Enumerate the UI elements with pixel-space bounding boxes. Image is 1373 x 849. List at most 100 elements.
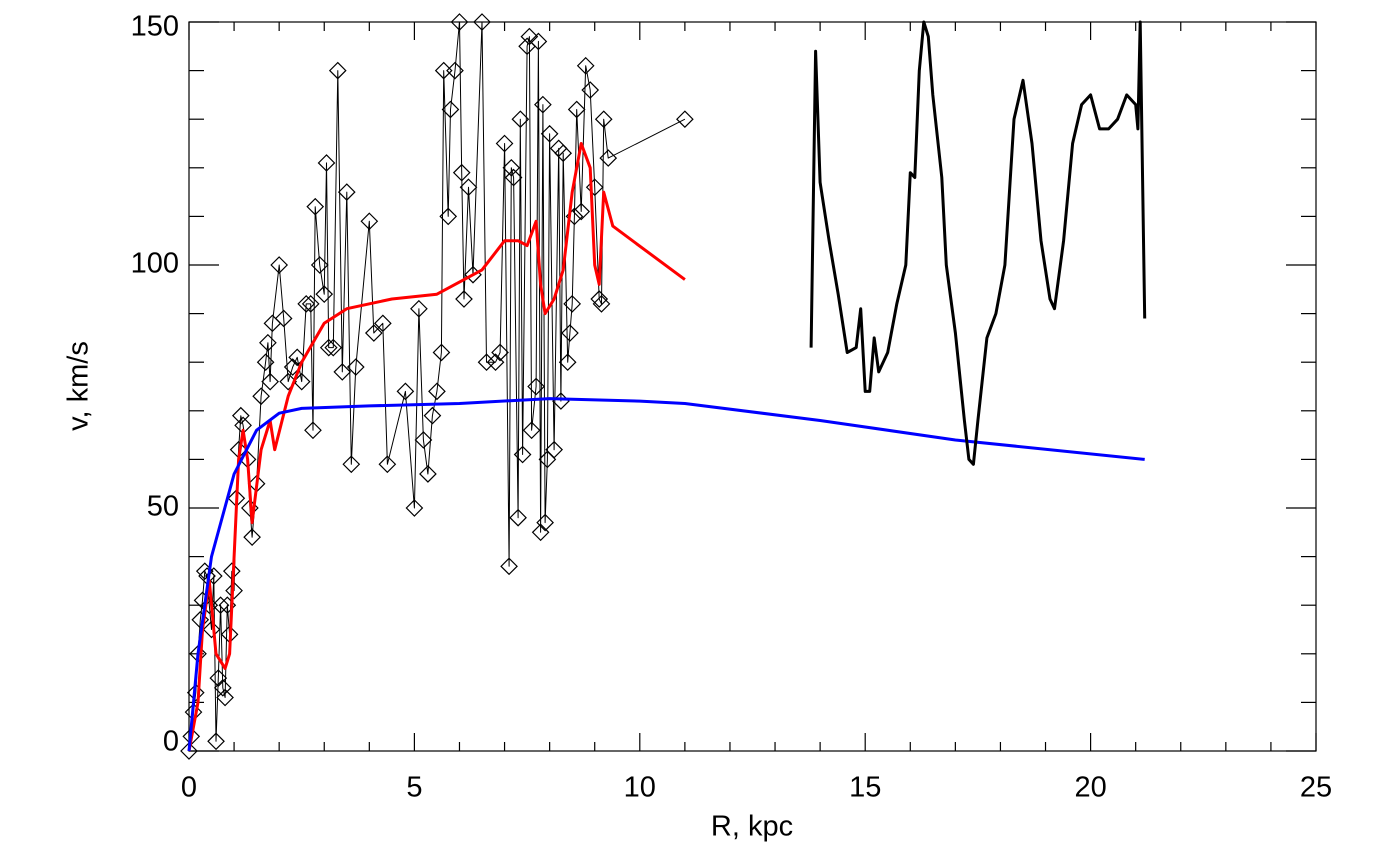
diamond-marker [585,178,604,197]
diamond-marker [274,309,293,328]
diamond-marker [527,377,545,396]
diamond-marker [502,158,521,177]
diamond-marker [319,338,338,357]
diamond-marker [225,581,243,600]
diamond-marker [504,168,523,187]
diamond-marker [439,207,458,226]
diamond-marker [529,32,548,51]
diamond-marker [495,134,514,153]
diamond-marker [324,338,343,357]
diamond-marker [261,372,279,391]
diamond-marker [186,683,205,702]
series-line [187,142,686,752]
diamond-marker [410,299,428,318]
diamond-marker [310,256,329,274]
diamond-marker [288,348,307,367]
diamond-marker [511,110,530,129]
diamond-marker [304,421,322,440]
x-tick-label: 10 [624,772,656,804]
diamond-marker [378,455,397,474]
x-tick-label: 0 [181,772,197,804]
diamond-marker [592,295,611,313]
diamond-marker [231,406,250,425]
diamond-marker [256,353,275,372]
diamond-marker [513,445,532,464]
diamond-marker [405,499,424,517]
x-tick-label: 15 [849,772,881,804]
diamond-marker [450,13,469,31]
diamond-marker [216,688,234,707]
diamond-marker [423,406,442,425]
y-axis-label: v, km/s [63,341,95,431]
diamond-marker [522,421,541,440]
x-axis-label: R, kpc [711,811,793,843]
diamond-marker [364,324,383,342]
y-tick-label: 100 [131,248,179,280]
plot-frame [188,21,1317,752]
diamond-marker [419,465,437,483]
x-tick-label: 20 [1074,772,1106,804]
diamond-marker [459,178,478,197]
diamond-marker [576,56,595,75]
diamond-marker [414,431,433,449]
y-tick-label: 50 [147,491,179,523]
diamond-marker [306,197,325,216]
diamond-marker [561,324,579,342]
diamond-marker [545,440,563,459]
diamond-marker [563,295,582,313]
diamond-marker [207,732,225,751]
diamond-marker [213,678,232,697]
diamond-marker [396,382,415,401]
diamond-marker [558,353,577,372]
diamond-marker [317,154,336,172]
diamond-marker [491,343,509,362]
diamond-marker [209,669,228,687]
diamond-marker [373,314,392,333]
diamond-marker [432,343,451,362]
x-tick-label: 25 [1300,772,1332,804]
diamond-marker [328,61,347,80]
diamond-marker [441,100,460,119]
diamond-marker [500,557,518,576]
diamond-marker [599,149,618,167]
diamond-marker [342,455,361,474]
diamond-marker [509,508,527,527]
diamond-marker [337,183,356,201]
diamond-marker [301,295,320,313]
x-tick-label: 5 [406,772,422,804]
diamond-marker [567,100,586,119]
diamond-marker [211,596,230,615]
diamond-marker [346,358,365,376]
diamond-marker [473,13,491,31]
diamond-marker [297,295,316,313]
y-tick-label: 0 [163,726,179,758]
diamond-marker [446,61,464,80]
diamond-marker [536,513,554,532]
diamond-marker [520,27,539,46]
diamond-marker [590,290,609,308]
diamond-marker [333,363,352,381]
diamond-marker [180,742,198,760]
y-tick-label: 150 [131,11,179,43]
diamond-marker [259,333,277,352]
diamond-marker [428,382,446,401]
diamond-marker [252,387,270,406]
diamond-marker [594,110,613,129]
diamond-marker [452,163,471,182]
diamond-marker [455,290,473,308]
series-line [188,21,686,752]
diamond-marker [243,528,261,547]
series-line [809,20,1147,466]
diamond-marker [477,353,496,372]
diamond-marker [202,620,221,639]
diamond-marker [676,110,694,129]
diamond-marker [270,256,289,274]
diamond-marker [315,285,334,304]
diamond-marker [534,95,552,114]
series-line [187,397,1145,752]
diamond-marker [540,124,559,143]
diamond-marker [581,81,600,99]
diamond-marker [572,202,591,221]
diamond-marker [360,212,379,231]
